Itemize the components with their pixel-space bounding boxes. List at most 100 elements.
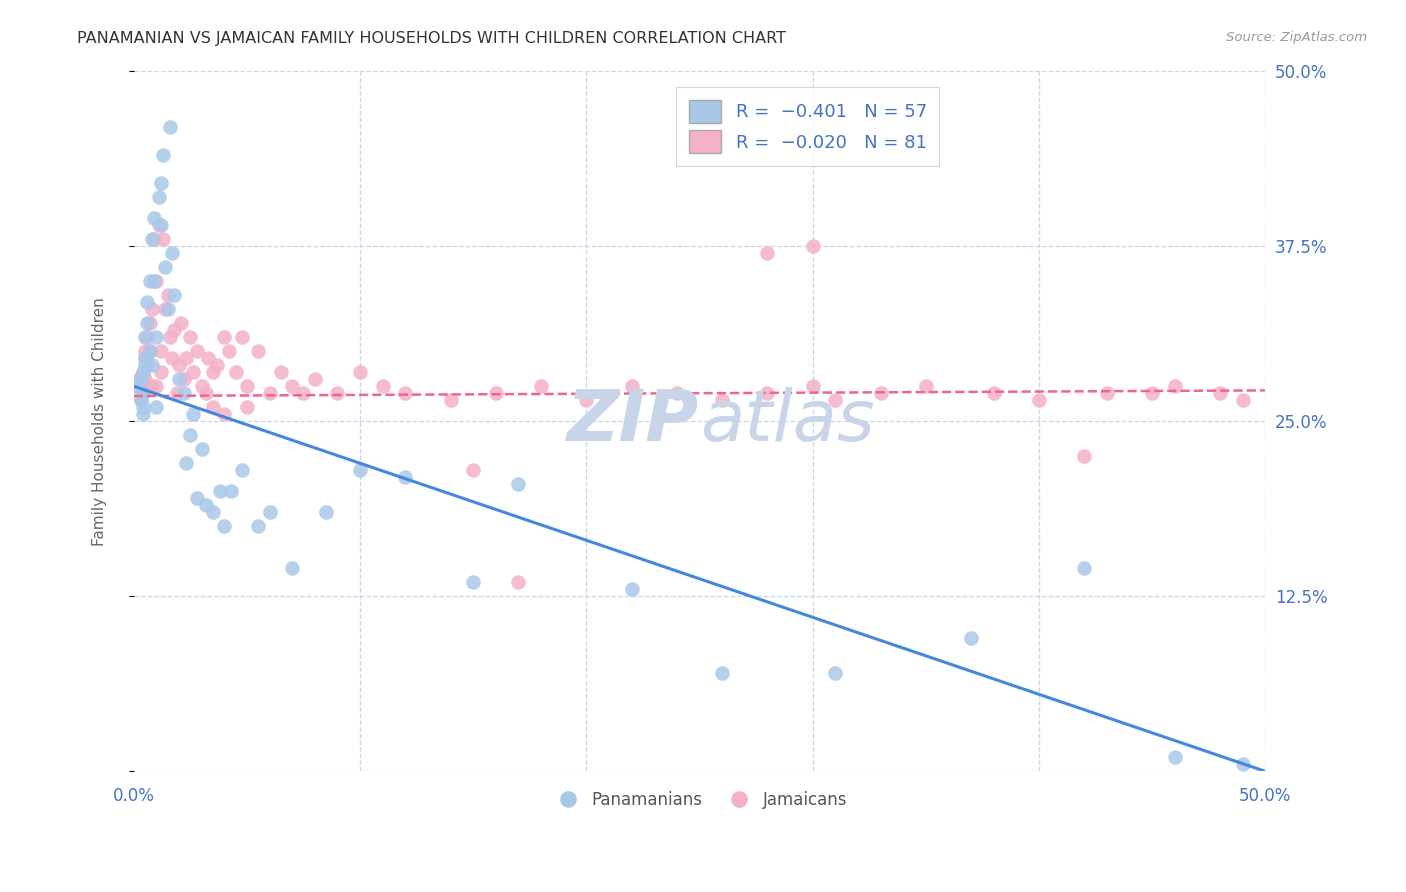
Point xyxy=(195,386,218,401)
Point xyxy=(132,407,155,421)
Point xyxy=(394,470,416,484)
Point xyxy=(231,463,253,477)
Point xyxy=(186,344,208,359)
Point xyxy=(145,330,167,344)
Point xyxy=(132,379,155,393)
Point xyxy=(181,407,204,421)
Point xyxy=(129,393,152,408)
Point xyxy=(167,372,190,386)
Point xyxy=(167,358,190,372)
Point xyxy=(439,393,461,408)
Point xyxy=(136,330,159,344)
Point xyxy=(186,491,208,506)
Point xyxy=(1028,393,1050,408)
Point xyxy=(1232,757,1254,772)
Point xyxy=(665,386,688,401)
Point xyxy=(207,358,229,372)
Point xyxy=(1095,386,1118,401)
Y-axis label: Family Households with Children: Family Households with Children xyxy=(93,297,107,546)
Point xyxy=(127,379,149,393)
Point xyxy=(136,316,159,330)
Point xyxy=(155,302,177,317)
Point xyxy=(236,401,259,415)
Point xyxy=(1073,449,1095,463)
Point xyxy=(160,246,183,260)
Text: PANAMANIAN VS JAMAICAN FAMILY HOUSEHOLDS WITH CHILDREN CORRELATION CHART: PANAMANIAN VS JAMAICAN FAMILY HOUSEHOLDS… xyxy=(77,31,786,46)
Point xyxy=(915,379,938,393)
Point xyxy=(756,386,779,401)
Point xyxy=(1073,561,1095,575)
Point xyxy=(160,351,183,366)
Point xyxy=(174,351,197,366)
Point xyxy=(212,330,235,344)
Point xyxy=(134,351,156,366)
Point xyxy=(136,295,159,310)
Point xyxy=(463,463,485,477)
Point xyxy=(824,666,846,681)
Legend: Panamanians, Jamaicans: Panamanians, Jamaicans xyxy=(546,784,853,815)
Point xyxy=(247,344,270,359)
Point xyxy=(190,442,212,457)
Point xyxy=(163,323,186,337)
Point xyxy=(145,401,167,415)
Point xyxy=(134,351,156,366)
Point xyxy=(141,232,163,246)
Point xyxy=(149,176,172,190)
Point xyxy=(326,386,349,401)
Point xyxy=(1164,750,1187,764)
Point xyxy=(508,575,530,590)
Point xyxy=(315,505,337,519)
Point xyxy=(156,288,179,302)
Point xyxy=(190,379,212,393)
Point xyxy=(801,239,824,253)
Point xyxy=(1232,393,1254,408)
Point xyxy=(801,379,824,393)
Point xyxy=(463,575,485,590)
Point xyxy=(960,632,983,646)
Point xyxy=(143,211,166,226)
Point xyxy=(141,358,163,372)
Point xyxy=(508,477,530,491)
Point xyxy=(711,666,734,681)
Point xyxy=(149,344,172,359)
Text: ZIP: ZIP xyxy=(567,387,700,456)
Point xyxy=(134,344,156,359)
Point xyxy=(143,274,166,288)
Point xyxy=(152,232,174,246)
Point xyxy=(218,344,240,359)
Point xyxy=(129,386,152,401)
Point xyxy=(394,386,416,401)
Point xyxy=(145,379,167,393)
Point xyxy=(620,582,643,597)
Point xyxy=(711,393,734,408)
Point xyxy=(127,372,149,386)
Point xyxy=(148,190,170,204)
Point xyxy=(219,484,242,499)
Point xyxy=(349,365,371,379)
Point xyxy=(371,379,394,393)
Point xyxy=(259,505,281,519)
Point xyxy=(132,365,155,379)
Point xyxy=(212,519,235,533)
Point xyxy=(170,316,193,330)
Point xyxy=(869,386,891,401)
Point xyxy=(149,218,172,232)
Point xyxy=(132,365,155,379)
Point xyxy=(163,288,186,302)
Point xyxy=(1209,386,1232,401)
Point xyxy=(212,407,235,421)
Point xyxy=(1140,386,1163,401)
Point xyxy=(134,372,156,386)
Point xyxy=(181,365,204,379)
Point xyxy=(179,330,201,344)
Point xyxy=(138,316,160,330)
Point xyxy=(159,120,181,134)
Point xyxy=(983,386,1005,401)
Point xyxy=(1164,379,1187,393)
Point xyxy=(281,561,304,575)
Point xyxy=(148,218,170,232)
Point xyxy=(141,302,163,317)
Point xyxy=(281,379,304,393)
Point xyxy=(166,386,188,401)
Point xyxy=(201,505,224,519)
